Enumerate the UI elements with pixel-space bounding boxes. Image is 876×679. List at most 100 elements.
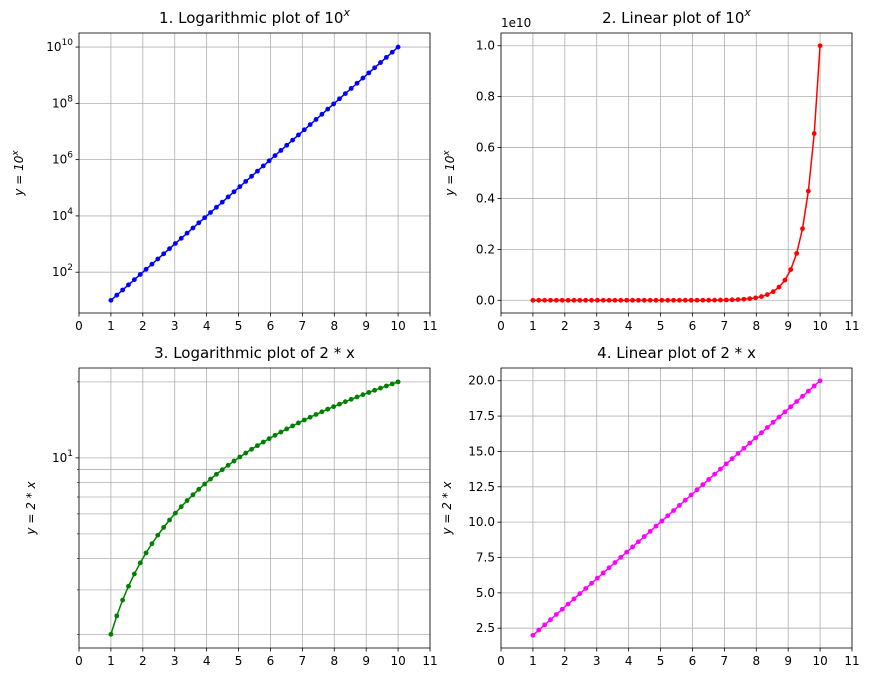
- tick-label-x: 4: [203, 319, 211, 333]
- tick-label-x: 0: [497, 319, 505, 333]
- data-point: [290, 423, 295, 429]
- y-axis-label: y = 2 * x: [24, 481, 38, 536]
- data-point: [167, 517, 172, 523]
- data-point: [548, 617, 553, 623]
- data-point: [624, 297, 630, 303]
- data-point: [700, 297, 706, 303]
- data-point: [600, 297, 606, 303]
- data-point: [366, 70, 372, 76]
- tick-label-y: 106: [52, 151, 73, 167]
- data-point: [354, 80, 360, 86]
- data-point: [319, 111, 325, 117]
- data-point: [167, 246, 172, 252]
- tick-label-y: 0.4: [476, 191, 495, 205]
- tick-label-y: 12.5: [468, 480, 495, 494]
- tick-label-x: 11: [844, 319, 859, 333]
- tick-label-x: 4: [203, 654, 211, 668]
- data-point: [565, 297, 571, 303]
- axes-frame: [500, 367, 853, 649]
- data-point: [630, 544, 635, 550]
- data-point: [694, 487, 700, 493]
- data-point: [260, 163, 266, 169]
- data-point: [325, 406, 331, 412]
- data-point: [278, 148, 284, 153]
- data-point: [782, 277, 788, 283]
- data-point: [208, 210, 213, 215]
- data-point: [718, 297, 723, 303]
- tick-label-y: 1.0: [476, 39, 495, 53]
- tick-label-x: 9: [362, 654, 370, 668]
- data-point: [237, 184, 243, 190]
- data-point: [594, 297, 600, 303]
- data-point: [530, 297, 536, 303]
- tick-label-y: 0.8: [476, 90, 495, 104]
- data-point: [172, 510, 178, 516]
- data-point: [641, 534, 647, 539]
- data-point: [800, 226, 805, 232]
- tick-label-x: 5: [657, 654, 665, 668]
- data-point: [753, 435, 759, 441]
- data-point: [307, 414, 313, 420]
- chart-title: 2. Linear plot of 10x: [602, 6, 751, 27]
- data-point: [577, 591, 583, 597]
- data-point: [395, 379, 401, 385]
- tick-label-x: 2: [561, 319, 569, 333]
- data-point: [636, 539, 641, 545]
- tick-label-x: 6: [267, 654, 275, 668]
- axes-frame: [500, 32, 853, 314]
- tick-label-x: 9: [362, 319, 370, 333]
- data-point: [694, 297, 700, 303]
- data-point: [612, 560, 618, 565]
- data-point: [665, 297, 671, 303]
- data-point: [630, 297, 635, 303]
- tick-label-y: 104: [52, 207, 73, 223]
- data-point: [759, 294, 764, 299]
- data-point: [817, 378, 823, 384]
- data-point: [723, 297, 729, 303]
- tick-label-x: 8: [752, 319, 760, 333]
- data-point: [178, 235, 184, 241]
- tick-label-y: 0.0: [476, 293, 495, 307]
- tick-label-y: 1010: [46, 38, 73, 54]
- data-point: [120, 287, 126, 293]
- data-point: [337, 401, 342, 407]
- tick-label-x: 1: [107, 319, 115, 333]
- subplot-3: 0 1 2 3 4 5 6 7 8 9 10 11 101 3. Logarithmic plot of …: [24, 344, 438, 668]
- subplot-2: 0 1 2 3 4 5 6 7 8 9 10 11 0.0 0.2 0.4 0.6 0.8 1.0 1e10 2. L…: [442, 6, 860, 333]
- data-point: [149, 541, 155, 547]
- data-point: [671, 508, 676, 513]
- data-point: [770, 419, 776, 425]
- data-point: [647, 528, 653, 534]
- axes-frame: [78, 32, 431, 314]
- data-point: [706, 477, 712, 482]
- tick-label-x: 1: [529, 654, 537, 668]
- tick-label-x: 10: [390, 654, 405, 668]
- data-point: [805, 388, 811, 394]
- data-point: [647, 297, 653, 303]
- data-point: [565, 601, 571, 607]
- data-point: [319, 409, 325, 415]
- data-point: [255, 168, 260, 174]
- data-point: [794, 250, 800, 256]
- data-point: [231, 458, 237, 464]
- tick-label-x: 11: [422, 654, 437, 668]
- y-axis-label: y = 2 * x: [440, 481, 454, 536]
- data-point: [219, 199, 225, 205]
- tick-label-x: 9: [784, 319, 792, 333]
- tick-label-x: 0: [497, 654, 505, 668]
- data-point: [577, 297, 583, 303]
- data-point: [747, 296, 753, 302]
- data-point: [155, 532, 161, 538]
- data-point: [243, 450, 249, 456]
- data-point: [383, 55, 389, 60]
- data-point: [553, 612, 559, 617]
- data-point: [296, 420, 301, 426]
- tick-label-x: 0: [75, 654, 83, 668]
- data-point: [718, 466, 723, 472]
- data-point: [688, 492, 694, 498]
- data-point: [559, 297, 565, 303]
- data-point: [360, 75, 366, 81]
- data-point: [583, 297, 589, 303]
- data-point: [817, 43, 823, 49]
- data-point: [337, 96, 342, 102]
